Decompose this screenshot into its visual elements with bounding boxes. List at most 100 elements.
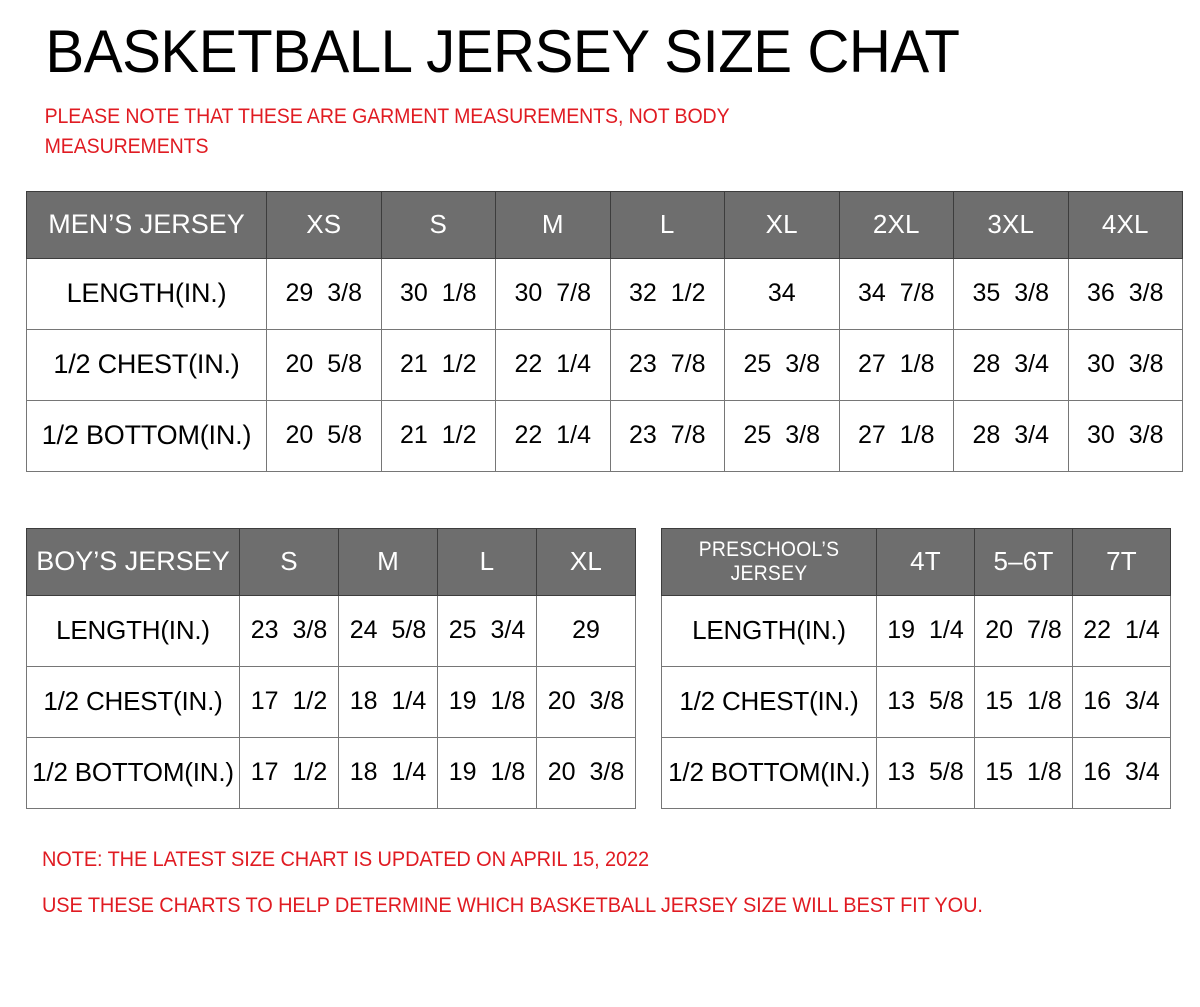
table-cell: 20 5/8 xyxy=(266,328,382,401)
table-cell: 23 7/8 xyxy=(609,399,725,472)
mens-jersey-table-container: MEN’S JERSEY XS S M L XL 2XL 3XL 4XL LEN… xyxy=(26,163,1183,472)
table-cell: 21 1/2 xyxy=(380,328,496,401)
mens-size-header-3xl: 3XL xyxy=(953,190,1069,259)
table-cell: 30 1/8 xyxy=(380,257,496,330)
table-cell: 27 1/8 xyxy=(838,328,954,401)
table-cell: 23 3/8 xyxy=(239,594,339,667)
boys-length-label: LENGTH(IN.) xyxy=(26,594,240,667)
boys-size-header-s: S xyxy=(239,527,339,596)
boys-length-xl: 29 xyxy=(572,616,600,645)
table-cell: 29 xyxy=(536,594,636,667)
table-cell: 25 3/8 xyxy=(724,399,840,472)
footer-notes: NOTE: THE LATEST SIZE CHART IS UPDATED O… xyxy=(26,809,1174,916)
table-cell: 22 1/4 xyxy=(1072,594,1171,667)
mens-bottom-xs: 20 5/8 xyxy=(285,421,362,450)
mens-length-m: 30 7/8 xyxy=(514,279,591,308)
preschool-bottom-4t: 13 5/8 xyxy=(887,758,964,787)
mens-chest-label: 1/2 CHEST(IN.) xyxy=(26,328,267,401)
preschool-chest-label: 1/2 CHEST(IN.) xyxy=(661,665,877,738)
preschool-bottom-5-6t: 15 1/8 xyxy=(985,758,1062,787)
table-cell: 22 1/4 xyxy=(495,328,611,401)
boys-bottom-m: 18 1/4 xyxy=(349,758,427,787)
mens-size-header-4xl: 4XL xyxy=(1067,190,1183,259)
mens-chest-xs: 20 5/8 xyxy=(285,350,362,379)
mens-chest-m: 22 1/4 xyxy=(514,350,591,379)
table-cell: 34 7/8 xyxy=(838,257,954,330)
table-cell: 34 xyxy=(724,257,840,330)
mens-bottom-3xl: 28 3/4 xyxy=(972,421,1049,450)
boys-chest-s: 17 1/2 xyxy=(250,687,328,716)
preschool-table-body: LENGTH(IN.) 19 1/4 20 7/8 22 1/4 1/2 CHE… xyxy=(661,594,1171,809)
preschool-jersey-table: PRESCHOOL’S JERSEY 4T 5–6T 7T LENGTH(IN.… xyxy=(661,527,1171,809)
garment-measurement-note: PLEASE NOTE THAT THESE ARE GARMENT MEASU… xyxy=(44,105,730,159)
boys-bottom-s: 17 1/2 xyxy=(250,758,328,787)
page-title: BASKETBALL JERSEY SIZE CHAT xyxy=(45,18,960,85)
mens-bottom-2xl: 27 1/8 xyxy=(858,421,935,450)
preschool-bottom-7t: 16 3/4 xyxy=(1083,758,1160,787)
boys-row-header-title: BOY’S JERSEY xyxy=(26,527,240,596)
preschool-size-header-4t: 4T xyxy=(876,527,975,596)
mens-chest-s: 21 1/2 xyxy=(400,350,477,379)
mens-chest-4xl: 30 3/8 xyxy=(1087,350,1164,379)
table-cell: 15 1/8 xyxy=(974,665,1073,738)
mens-size-header-s: S xyxy=(380,190,496,259)
table-row: LENGTH(IN.) 19 1/4 20 7/8 22 1/4 xyxy=(661,594,1171,667)
mens-bottom-m: 22 1/4 xyxy=(514,421,591,450)
preschool-length-7t: 22 1/4 xyxy=(1083,616,1160,645)
mens-bottom-label: 1/2 BOTTOM(IN.) xyxy=(26,399,267,472)
boys-chest-xl: 20 3/8 xyxy=(547,687,625,716)
table-cell: 35 3/8 xyxy=(953,257,1069,330)
footer-note-fit-advice: USE THESE CHARTS TO HELP DETERMINE WHICH… xyxy=(42,893,983,917)
preschool-chest-7t: 16 3/4 xyxy=(1083,687,1160,716)
mens-length-xl: 34 xyxy=(767,279,796,308)
preschool-table-head: PRESCHOOL’S JERSEY 4T 5–6T 7T xyxy=(661,527,1171,596)
table-cell: 19 1/4 xyxy=(876,594,975,667)
mens-table-body: LENGTH(IN.) 29 3/8 30 1/8 30 7/8 32 1/2 … xyxy=(26,257,1183,472)
mens-length-3xl: 35 3/8 xyxy=(972,279,1049,308)
mens-bottom-4xl: 30 3/8 xyxy=(1087,421,1164,450)
table-row: 1/2 CHEST(IN.) 13 5/8 15 1/8 16 3/4 xyxy=(661,665,1171,738)
table-cell: 18 1/4 xyxy=(338,736,438,809)
preschool-length-5-6t: 20 7/8 xyxy=(985,616,1062,645)
mens-chest-l: 23 7/8 xyxy=(629,350,706,379)
table-cell: 28 3/4 xyxy=(953,328,1069,401)
preschool-chest-5-6t: 15 1/8 xyxy=(985,687,1062,716)
preschool-size-header-7t: 7T xyxy=(1072,527,1171,596)
mens-length-s: 30 1/8 xyxy=(400,279,477,308)
table-cell: 17 1/2 xyxy=(239,736,339,809)
table-row: 1/2 BOTTOM(IN.) 17 1/2 18 1/4 19 1/8 20 … xyxy=(26,736,636,809)
mens-bottom-l: 23 7/8 xyxy=(629,421,706,450)
boys-chest-label: 1/2 CHEST(IN.) xyxy=(26,665,240,738)
mens-size-header-xl: XL xyxy=(724,190,840,259)
mens-length-label: LENGTH(IN.) xyxy=(26,257,267,330)
boys-bottom-label: 1/2 BOTTOM(IN.) xyxy=(26,736,240,809)
table-cell: 21 1/2 xyxy=(380,399,496,472)
mens-length-l: 32 1/2 xyxy=(629,279,706,308)
table-row: 1/2 CHEST(IN.) 17 1/2 18 1/4 19 1/8 20 3… xyxy=(26,665,636,738)
boys-jersey-table: BOY’S JERSEY S M L XL LENGTH(IN.) 23 3/8… xyxy=(26,527,636,809)
table-cell: 16 3/4 xyxy=(1072,665,1171,738)
boys-size-header-xl: XL xyxy=(536,527,636,596)
table-cell: 25 3/4 xyxy=(437,594,537,667)
youth-tables-container: BOY’S JERSEY S M L XL LENGTH(IN.) 23 3/8… xyxy=(26,472,1174,809)
table-cell: 30 3/8 xyxy=(1067,399,1183,472)
table-cell: 32 1/2 xyxy=(609,257,725,330)
mens-bottom-s: 21 1/2 xyxy=(400,421,477,450)
table-row: LENGTH(IN.) 23 3/8 24 5/8 25 3/4 29 xyxy=(26,594,636,667)
preschool-length-label: LENGTH(IN.) xyxy=(661,594,877,667)
mens-jersey-table: MEN’S JERSEY XS S M L XL 2XL 3XL 4XL LEN… xyxy=(26,190,1183,472)
table-header-row: PRESCHOOL’S JERSEY 4T 5–6T 7T xyxy=(661,527,1171,596)
boys-length-s: 23 3/8 xyxy=(250,616,328,645)
mens-row-header-title: MEN’S JERSEY xyxy=(26,190,267,259)
mens-bottom-xl: 25 3/8 xyxy=(743,421,820,450)
table-header-row: MEN’S JERSEY XS S M L XL 2XL 3XL 4XL xyxy=(26,190,1183,259)
mens-chest-2xl: 27 1/8 xyxy=(858,350,935,379)
table-row: 1/2 BOTTOM(IN.) 20 5/8 21 1/2 22 1/4 23 … xyxy=(26,399,1183,472)
boys-size-header-l: L xyxy=(437,527,537,596)
table-cell: 20 3/8 xyxy=(536,736,636,809)
mens-length-2xl: 34 7/8 xyxy=(858,279,935,308)
table-cell: 25 3/8 xyxy=(724,328,840,401)
mens-size-header-xs: XS xyxy=(266,190,382,259)
boys-size-header-m: M xyxy=(338,527,438,596)
preschool-size-header-5-6t: 5–6T xyxy=(974,527,1073,596)
